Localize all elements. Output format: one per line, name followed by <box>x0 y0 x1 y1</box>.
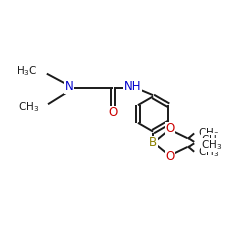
Text: CH$_3$: CH$_3$ <box>18 100 40 114</box>
Text: CH$_3$: CH$_3$ <box>198 146 219 159</box>
Text: B: B <box>149 136 157 149</box>
Text: CH$_3$: CH$_3$ <box>201 138 222 152</box>
Text: NH: NH <box>124 80 141 93</box>
Text: H$_3$C: H$_3$C <box>16 64 38 78</box>
Text: O: O <box>166 122 175 135</box>
Text: O: O <box>108 106 118 119</box>
Text: O: O <box>166 150 175 163</box>
Text: N: N <box>64 80 73 93</box>
Text: CH$_3$: CH$_3$ <box>201 133 222 147</box>
Text: CH$_3$: CH$_3$ <box>198 126 219 140</box>
